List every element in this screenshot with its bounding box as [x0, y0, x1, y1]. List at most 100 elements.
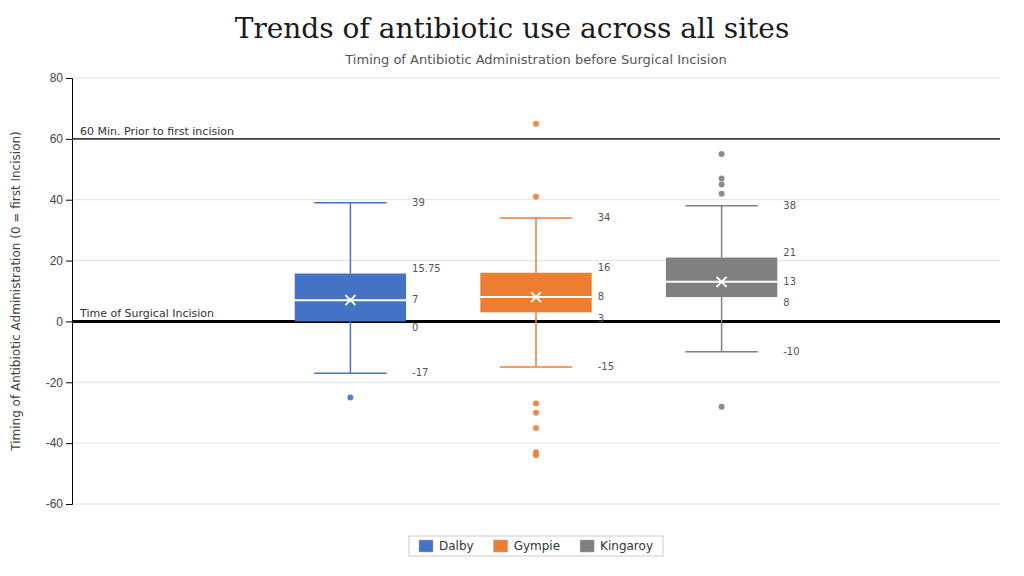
mean-marker — [531, 292, 541, 302]
outlier — [533, 194, 539, 200]
legend-label: Dalby — [439, 539, 474, 553]
cap-low — [685, 351, 757, 353]
y-axis: -60 -40 -20 0 20 40 60 80 — [46, 71, 73, 511]
reference-label: Time of Surgical Incision — [79, 307, 214, 320]
mean-marker — [717, 277, 727, 287]
whisker-low — [350, 321, 352, 373]
outlier — [533, 425, 539, 431]
data-label: 39 — [412, 197, 425, 208]
box — [295, 274, 406, 322]
grid-line — [72, 78, 1000, 79]
y-tick-label: -40 — [46, 436, 64, 450]
data-label: 16 — [598, 262, 611, 273]
outlier — [719, 175, 725, 181]
cap-high — [500, 217, 572, 219]
legend-item: Kingaroy — [580, 539, 653, 553]
y-tick: -20 — [46, 376, 72, 390]
grid-line — [72, 443, 1000, 444]
box-group — [295, 203, 406, 401]
legend-label: Gympie — [514, 539, 560, 553]
legend: Dalby Gympie Kingaroy — [409, 536, 663, 556]
reference-label: 60 Min. Prior to first incision — [80, 125, 234, 138]
data-label: 7 — [412, 294, 418, 305]
grid-line — [72, 382, 1000, 383]
cap-low — [500, 366, 572, 368]
whisker-low — [721, 297, 723, 352]
box — [480, 273, 591, 313]
whisker-high — [350, 203, 352, 274]
outlier — [533, 452, 539, 458]
grid-line — [72, 504, 1000, 505]
data-label: 34 — [598, 212, 611, 223]
outlier — [719, 182, 725, 188]
y-tick-mark — [66, 382, 72, 383]
data-label: 15.75 — [412, 263, 441, 274]
cap-high — [685, 205, 757, 207]
outlier — [533, 401, 539, 407]
y-tick-label: -20 — [46, 376, 64, 390]
title: Trends of antibiotic use across all site… — [235, 12, 790, 45]
box-group — [480, 121, 591, 459]
y-axis-line — [66, 79, 73, 505]
whisker-high — [535, 218, 537, 273]
outlier — [533, 410, 539, 416]
data-label: 0 — [412, 322, 418, 333]
y-tick-mark — [66, 200, 72, 201]
y-tick-label: 40 — [50, 193, 64, 207]
legend-swatch — [419, 540, 433, 552]
y-tick: 80 — [50, 71, 72, 85]
legend-swatch — [580, 540, 594, 552]
legend-label: Kingaroy — [600, 539, 653, 553]
box — [666, 258, 777, 298]
data-label: -17 — [412, 367, 428, 378]
outlier — [719, 191, 725, 197]
y-tick: -60 — [46, 497, 72, 511]
grid-line — [72, 138, 1000, 139]
y-tick: 0 — [56, 315, 72, 329]
mean-marker — [345, 295, 355, 305]
data-label: 8 — [783, 297, 789, 308]
y-tick: 20 — [50, 254, 72, 268]
marks — [72, 121, 1000, 459]
y-tick-mark — [66, 504, 72, 505]
data-label: 21 — [783, 247, 796, 258]
outlier — [347, 395, 353, 401]
grid — [72, 78, 1000, 504]
subtitle: Timing of Antibiotic Administration befo… — [344, 52, 726, 67]
outlier — [533, 121, 539, 127]
whisker-high — [721, 206, 723, 258]
y-tick-mark — [66, 443, 72, 444]
legend-frame — [409, 536, 663, 556]
texts: 60 Min. Prior to first incision Time of S… — [79, 125, 800, 378]
y-tick: -40 — [46, 436, 72, 450]
reference-line — [72, 138, 1000, 140]
outlier — [719, 151, 725, 157]
legend-swatch — [494, 540, 508, 552]
chart: Trends of antibiotic use across all site… — [0, 0, 1024, 576]
y-tick: 40 — [50, 193, 72, 207]
cap-high — [314, 202, 386, 204]
data-label: 38 — [783, 200, 796, 211]
y-tick-label: 60 — [50, 132, 64, 146]
y-tick-label: -60 — [46, 497, 64, 511]
box-group — [666, 151, 777, 410]
data-label: -15 — [598, 361, 614, 372]
y-tick-mark — [66, 261, 72, 262]
legend-item: Gympie — [494, 539, 560, 553]
data-label: -10 — [783, 346, 799, 357]
outlier — [719, 404, 725, 410]
y-axis-title: Timing of Antibiotic Administration (0 =… — [9, 131, 23, 452]
y-tick-label: 80 — [50, 71, 64, 85]
data-label: 8 — [598, 291, 604, 302]
y-tick-mark — [66, 78, 72, 79]
cap-low — [314, 372, 386, 374]
y-tick-label: 20 — [50, 254, 64, 268]
legend-item: Dalby — [419, 539, 474, 553]
y-tick-mark — [66, 139, 72, 140]
plot: -60-40-2002040608060 Min. Prior to first… — [46, 71, 1000, 511]
y-tick: 60 — [50, 132, 72, 146]
data-label: 13 — [783, 276, 796, 287]
y-tick-mark — [66, 321, 72, 322]
y-tick-label: 0 — [56, 315, 63, 329]
whisker-low — [535, 312, 537, 367]
